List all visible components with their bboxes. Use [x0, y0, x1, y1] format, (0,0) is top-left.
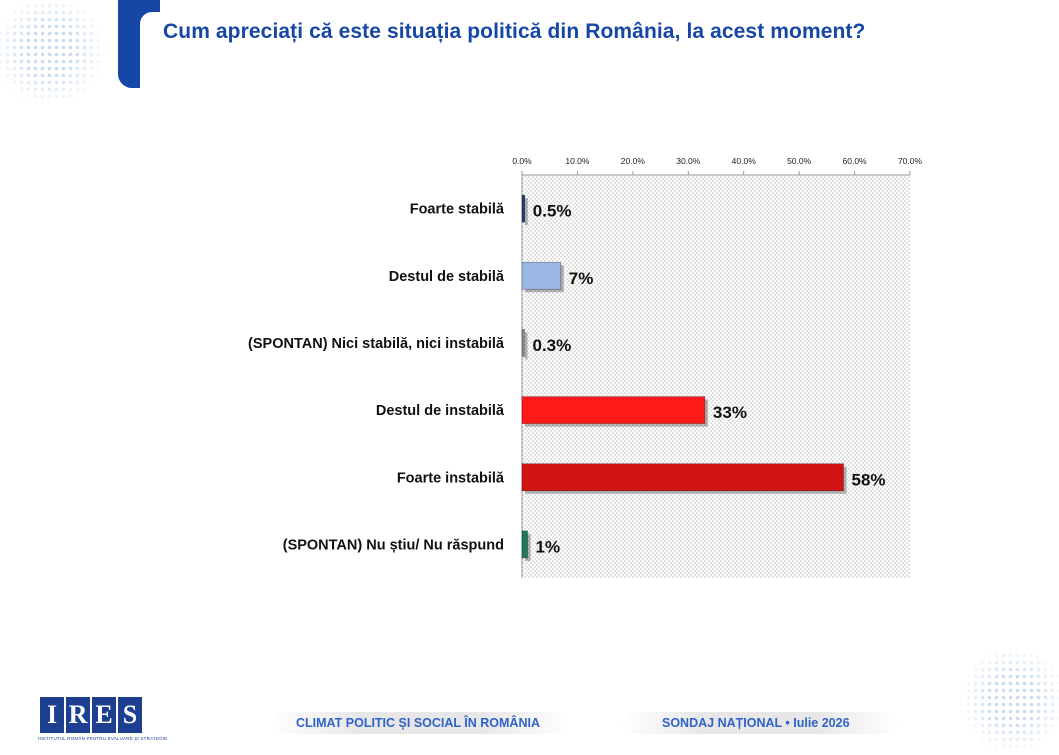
bar — [521, 530, 528, 559]
ires-logo: I R E S — [40, 697, 142, 733]
x-tick-label: 20.0% — [621, 156, 646, 166]
footer-left-pill — [270, 712, 570, 734]
value-label: 0.3% — [533, 336, 572, 355]
x-tick-label: 50.0% — [787, 156, 812, 166]
bar-shadow — [525, 533, 531, 561]
category-label: Destul de stabilă — [389, 269, 505, 285]
category-label: (SPONTAN) Nici stabilă, nici instabilă — [248, 336, 505, 352]
category-label: Destul de instabilă — [376, 403, 505, 419]
x-tick-label: 40.0% — [732, 156, 757, 166]
category-label: (SPONTAN) Nu știu/ Nu răspund — [283, 537, 504, 553]
logo-letter: R — [66, 697, 90, 733]
x-tick-label: 10.0% — [565, 156, 590, 166]
bar — [521, 396, 706, 424]
value-label: 1% — [536, 537, 561, 556]
bar-shadow — [525, 332, 528, 360]
bar — [521, 194, 526, 223]
value-label: 58% — [851, 470, 885, 489]
logo-subtitle: INSTITUTUL ROMÂN PENTRU EVALUARE ȘI STRA… — [38, 736, 168, 741]
footer-survey-topic: CLIMAT POLITIC ȘI SOCIAL ÎN ROMÂNIA — [296, 716, 540, 730]
x-tick-label: 60.0% — [843, 156, 868, 166]
title-accent-bar — [118, 0, 160, 88]
plot-area-background — [522, 175, 910, 578]
logo-letter: S — [118, 697, 142, 733]
x-tick-label: 0.0% — [512, 156, 532, 166]
x-tick-label: 70.0% — [898, 156, 923, 166]
footer-right-pill — [620, 712, 900, 734]
bar-shadow — [525, 198, 528, 226]
page-title: Cum apreciați că este situația politică … — [163, 20, 866, 43]
logo-letter: E — [92, 697, 116, 733]
bar — [521, 261, 562, 290]
value-label: 7% — [569, 269, 594, 288]
footer-survey-date: SONDAJ NAȚIONAL • Iulie 2026 — [662, 716, 850, 730]
value-label: 33% — [713, 403, 747, 422]
decorative-dots-top-left — [0, 0, 110, 105]
x-tick-label: 30.0% — [676, 156, 701, 166]
category-label: Foarte stabilă — [410, 202, 505, 218]
bar — [521, 329, 525, 357]
logo-letter: I — [40, 697, 64, 733]
bar — [521, 463, 844, 492]
decorative-dots-bottom-right — [958, 645, 1059, 755]
value-label: 0.5% — [533, 202, 572, 221]
category-label: Foarte instabilă — [397, 470, 505, 486]
